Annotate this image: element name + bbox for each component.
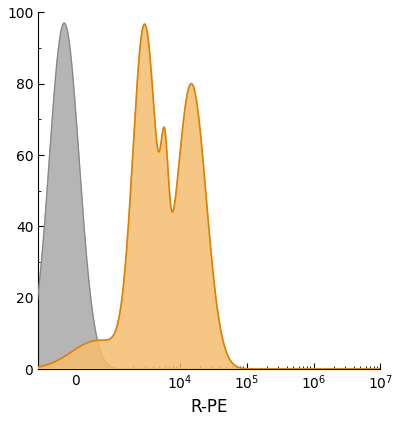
X-axis label: R-PE: R-PE [191, 398, 228, 416]
